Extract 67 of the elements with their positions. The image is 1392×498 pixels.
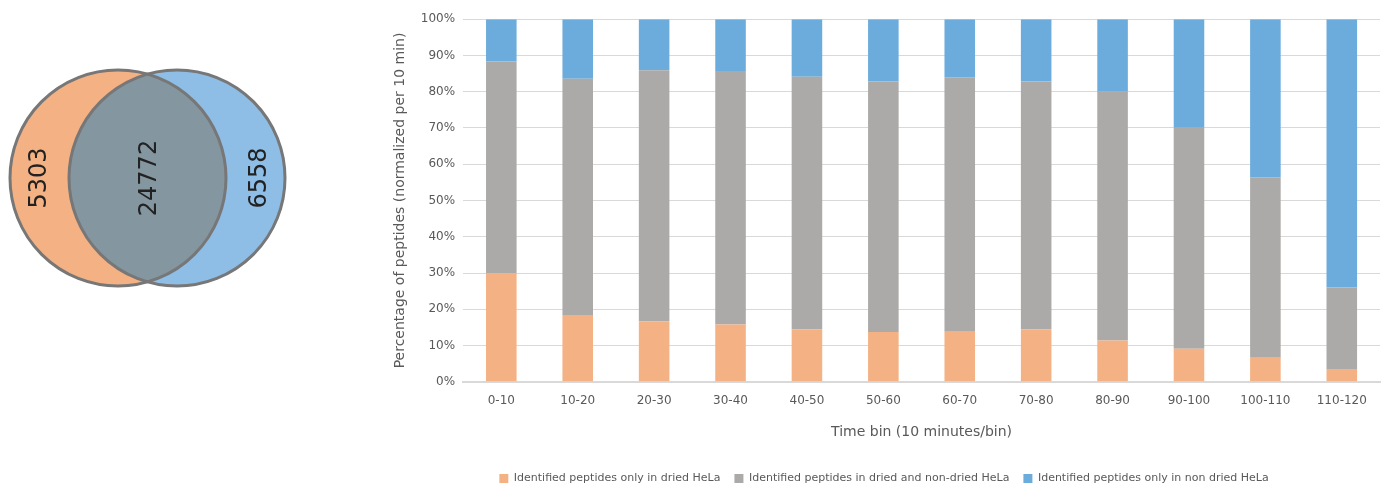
bar xyxy=(1326,19,1358,288)
bar xyxy=(486,273,517,382)
y-axis-title: Percentage of peptides (normalized per 10 min) xyxy=(391,32,408,369)
legend-label: Identified peptides in dried and non-dried HeLa xyxy=(748,471,1010,485)
bar xyxy=(868,81,899,333)
bar xyxy=(562,315,593,382)
y-tick-label: 60% xyxy=(428,156,456,171)
bar xyxy=(1326,369,1358,382)
bar xyxy=(486,19,517,62)
bar xyxy=(1020,81,1052,330)
bar xyxy=(1173,348,1205,382)
x-tick-label: 80-90 xyxy=(1095,393,1131,408)
bar xyxy=(638,321,670,382)
bar xyxy=(791,329,823,382)
bar xyxy=(1250,19,1281,178)
x-tick-label: 50-60 xyxy=(865,393,901,408)
bar xyxy=(1020,19,1052,82)
bar xyxy=(868,332,899,382)
bar xyxy=(791,76,823,330)
x-tick-label: 90-100 xyxy=(1167,393,1211,408)
y-tick-label: 40% xyxy=(428,228,456,243)
bar xyxy=(868,19,899,82)
bar xyxy=(715,71,746,325)
x-tick-label: 70-80 xyxy=(1018,393,1054,408)
y-tick-label: 80% xyxy=(428,83,456,98)
y-tick-label: 10% xyxy=(428,337,456,352)
bar xyxy=(944,19,976,78)
legend-label: Identified peptides only in dried HeLa xyxy=(513,471,721,485)
bar xyxy=(715,19,746,72)
y-tick-label: 20% xyxy=(428,301,456,316)
bar xyxy=(486,61,517,274)
x-tick-label: 100-110 xyxy=(1240,393,1291,408)
y-tick-label: 50% xyxy=(428,192,456,207)
bar xyxy=(1097,19,1128,92)
x-tick-label: 110-120 xyxy=(1316,393,1367,408)
y-tick-label: 70% xyxy=(428,120,456,135)
x-axis-title: Time bin (10 minutes/bin) xyxy=(830,423,1013,440)
bar xyxy=(562,78,593,316)
y-tick-label: 90% xyxy=(428,47,456,62)
x-tick-label: 30-40 xyxy=(713,393,748,408)
x-tick-label: 10-20 xyxy=(560,393,596,408)
data-label: 6558 xyxy=(244,147,272,209)
bar xyxy=(1097,340,1128,382)
bar xyxy=(791,19,823,77)
bar xyxy=(1173,126,1205,349)
bar xyxy=(1020,329,1052,382)
y-tick-label: 0% xyxy=(436,373,456,388)
bar xyxy=(715,324,746,382)
x-tick-label: 40-50 xyxy=(789,393,825,408)
x-tick-label: 60-70 xyxy=(942,393,978,408)
y-tick-label: 100% xyxy=(420,11,456,26)
bar xyxy=(638,70,670,322)
bar xyxy=(944,77,976,332)
data-label: 24772 xyxy=(133,139,162,217)
bar xyxy=(638,19,670,71)
bar xyxy=(944,331,976,382)
x-tick-label: 20-30 xyxy=(636,393,672,408)
bar xyxy=(1250,177,1281,358)
bar xyxy=(1173,19,1205,127)
bar xyxy=(1097,91,1128,341)
legend-label: Identified peptides only in non dried HeLa xyxy=(1037,471,1269,485)
x-tick-label: 0-10 xyxy=(487,393,515,408)
bar xyxy=(1250,357,1281,382)
bar xyxy=(1326,287,1358,370)
bar xyxy=(562,19,593,79)
data-label: 5303 xyxy=(24,147,52,209)
y-tick-label: 30% xyxy=(428,265,456,280)
